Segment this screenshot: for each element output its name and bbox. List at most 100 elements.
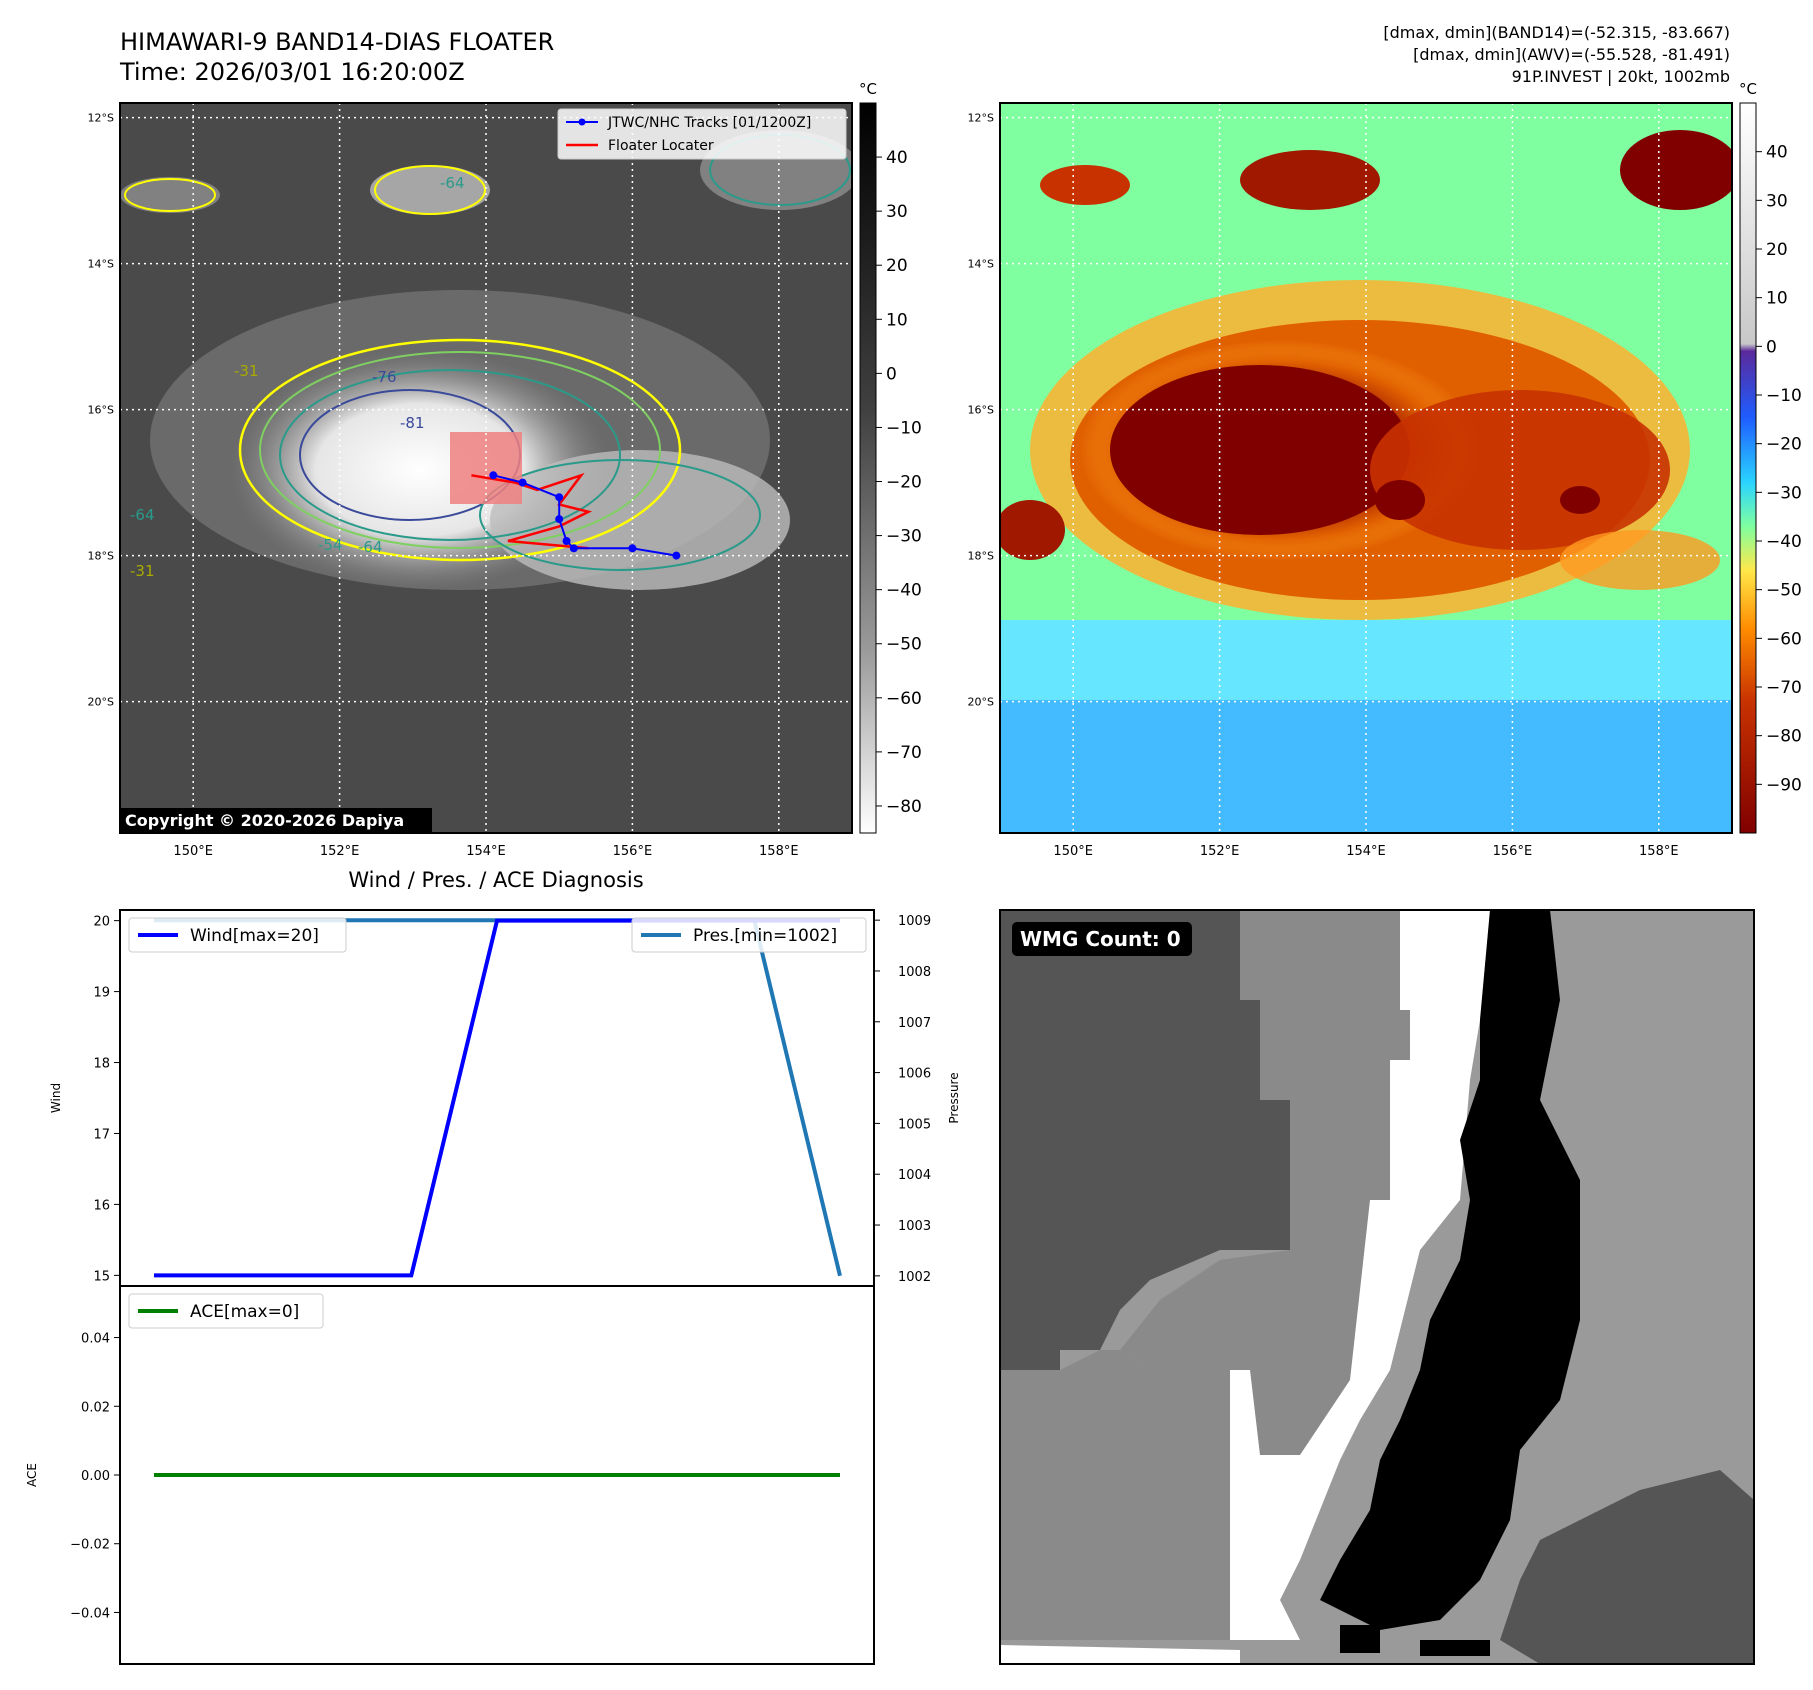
jtwc-track-points <box>489 471 681 560</box>
lon-tick-label: 152°E <box>1200 844 1240 859</box>
track-point <box>489 471 498 480</box>
wmg-count-badge <box>1012 922 1192 956</box>
wind-tick-label: 15 <box>93 1269 110 1284</box>
ace-tick-label: −0.02 <box>70 1538 110 1553</box>
stats-band14: [dmax, dmin](BAND14)=(-52.315, -83.667) <box>1383 23 1730 42</box>
lat-tick-label: 12°S <box>88 112 114 125</box>
stats-storm: 91P.INVEST | 20kt, 1002mb <box>1512 67 1730 86</box>
ace-legend: ACE[max=0] <box>128 1293 324 1329</box>
track-point <box>555 493 564 502</box>
colorbar-tick-label: −90 <box>1766 775 1802 795</box>
pressure-axis-label: Pressure <box>947 1072 961 1123</box>
colorbar-tick-label: 10 <box>1766 289 1788 309</box>
wind-tick-label: 19 <box>93 986 110 1001</box>
ace-tick-label: 0.00 <box>81 1469 110 1484</box>
wind-axis-label: Wind <box>49 1083 63 1113</box>
lon-tick-label: 150°E <box>1053 844 1093 859</box>
colorbar-tick-label: −20 <box>886 473 922 493</box>
legend-floater-locater: Floater Locater <box>608 138 714 154</box>
figure-time: Time: 2026/03/01 16:20:00Z <box>119 58 465 86</box>
ace-tick-label: −0.04 <box>70 1606 110 1621</box>
lat-tick-label: 20°S <box>88 696 114 709</box>
ir-image: -76 -81 -64 -54 -64 -31 -64 -31 <box>120 103 852 833</box>
pressure-tick-label: 1007 <box>898 1016 931 1031</box>
ir-map-panel: -76 -81 -64 -54 -64 -31 -64 -31 150°E 152… <box>88 102 853 859</box>
contour-label: -64 <box>130 506 155 524</box>
lat-tick-label: 18°S <box>968 550 994 563</box>
pressure-tick-label: 1003 <box>898 1219 931 1234</box>
contour-label: -64 <box>358 538 383 556</box>
pressure-tick-label: 1005 <box>898 1117 931 1132</box>
lat-tick-label: 12°S <box>968 112 994 125</box>
copyright-badge <box>120 808 432 833</box>
ace-tick-label: 0.02 <box>81 1400 110 1415</box>
pressure-tick-label: 1004 <box>898 1168 931 1183</box>
colorbar-tick-label: −10 <box>886 418 922 438</box>
lat-tick-label: 14°S <box>88 258 114 271</box>
avw-axis-ticks: 150°E 152°E 154°E 156°E 158°E 12°S 14°S 16°S 18°… <box>968 112 1679 859</box>
colorbar-tick-label: 40 <box>1766 143 1788 163</box>
contour-label: -76 <box>372 368 397 386</box>
lon-tick-label: 158°E <box>759 844 799 859</box>
contour-labels: -76 -81 -64 -54 -64 -31 -64 -31 <box>130 174 465 580</box>
contour-label: -31 <box>130 562 155 580</box>
colorbar-tick-label: −80 <box>1766 727 1802 747</box>
colorbar-tick-label: 10 <box>886 310 908 330</box>
avw-gridlines <box>1000 103 1732 833</box>
contour-label: -81 <box>400 414 425 432</box>
pressure-tick-label: 1008 <box>898 965 931 980</box>
ir-colorbar-unit: °C <box>859 80 877 98</box>
wmg-count-label: WMG Count: 0 <box>1020 927 1181 951</box>
contour-label: -64 <box>440 174 465 192</box>
lon-tick-label: 156°E <box>613 844 653 859</box>
ace-tick-label: 0.04 <box>81 1332 110 1347</box>
legend-jtwc-tracks: JTWC/NHC Tracks [01/1200Z] <box>607 115 811 131</box>
avw-colorbar: °C 40 30 20 10 0 −10 −20 −30 −40 −50 −60 −70 −80 −90 <box>1739 80 1802 834</box>
colorbar-tick-label: 20 <box>886 256 908 276</box>
colorbar-tick-label: 30 <box>1766 191 1788 211</box>
avw-colorbar-unit: °C <box>1739 80 1757 98</box>
avw-map-panel: 150°E 152°E 154°E 156°E 158°E 12°S 14°S 16°S 18°… <box>968 102 1733 859</box>
wind-legend-label: Wind[max=20] <box>190 926 319 946</box>
stats-awv: [dmax, dmin](AWV)=(-55.528, -81.491) <box>1413 45 1730 64</box>
figure-title: HIMAWARI-9 BAND14-DIAS FLOATER <box>120 28 554 56</box>
track-point <box>569 544 578 553</box>
colorbar-tick-label: −70 <box>886 743 922 763</box>
lat-tick-label: 18°S <box>88 550 114 563</box>
lat-tick-label: 20°S <box>968 696 994 709</box>
pressure-tick-label: 1006 <box>898 1067 931 1082</box>
floater-locater-path <box>471 472 593 550</box>
colorbar-tick-label: 20 <box>1766 240 1788 260</box>
lon-tick-label: 158°E <box>1639 844 1679 859</box>
wind-legend: Wind[max=20] <box>128 917 347 953</box>
ir-axis-ticks: 150°E 152°E 154°E 156°E 158°E 12°S 14°S 16°S 18°… <box>88 112 799 859</box>
colorbar-tick-label: −50 <box>886 635 922 655</box>
colorbar-tick-label: −40 <box>1766 532 1802 552</box>
wind-tick-label: 16 <box>93 1198 110 1213</box>
diag-title: Wind / Pres. / ACE Diagnosis <box>348 868 643 892</box>
colorbar-tick-label: 30 <box>886 202 908 222</box>
lon-tick-label: 152°E <box>320 844 360 859</box>
ace-axis-label: ACE <box>25 1463 39 1487</box>
colorbar-tick-label: −20 <box>1766 435 1802 455</box>
colorbar-tick-label: −30 <box>886 527 922 547</box>
track-point <box>562 537 571 545</box>
pressure-legend: Pres.[min=1002] <box>631 917 867 953</box>
colorbar-tick-label: 40 <box>886 148 908 168</box>
colorbar-tick-label: −60 <box>1766 629 1802 649</box>
colorbar-tick-label: −80 <box>886 797 922 817</box>
contour-label: -31 <box>234 362 259 380</box>
lon-tick-label: 156°E <box>1493 844 1533 859</box>
track-point <box>672 551 681 560</box>
colorbar-tick-label: −40 <box>886 581 922 601</box>
wind-tick-label: 18 <box>93 1057 110 1072</box>
pressure-tick-label: 1009 <box>898 914 931 929</box>
wmg-panel: WMG Count: 0 <box>999 909 1755 1665</box>
jtwc-track-path <box>493 474 677 557</box>
wind-tick-label: 17 <box>93 1127 110 1142</box>
track-point <box>555 515 564 524</box>
avw-image <box>1000 103 1732 833</box>
track-point <box>628 544 637 553</box>
colorbar-tick-label: −70 <box>1766 678 1802 698</box>
